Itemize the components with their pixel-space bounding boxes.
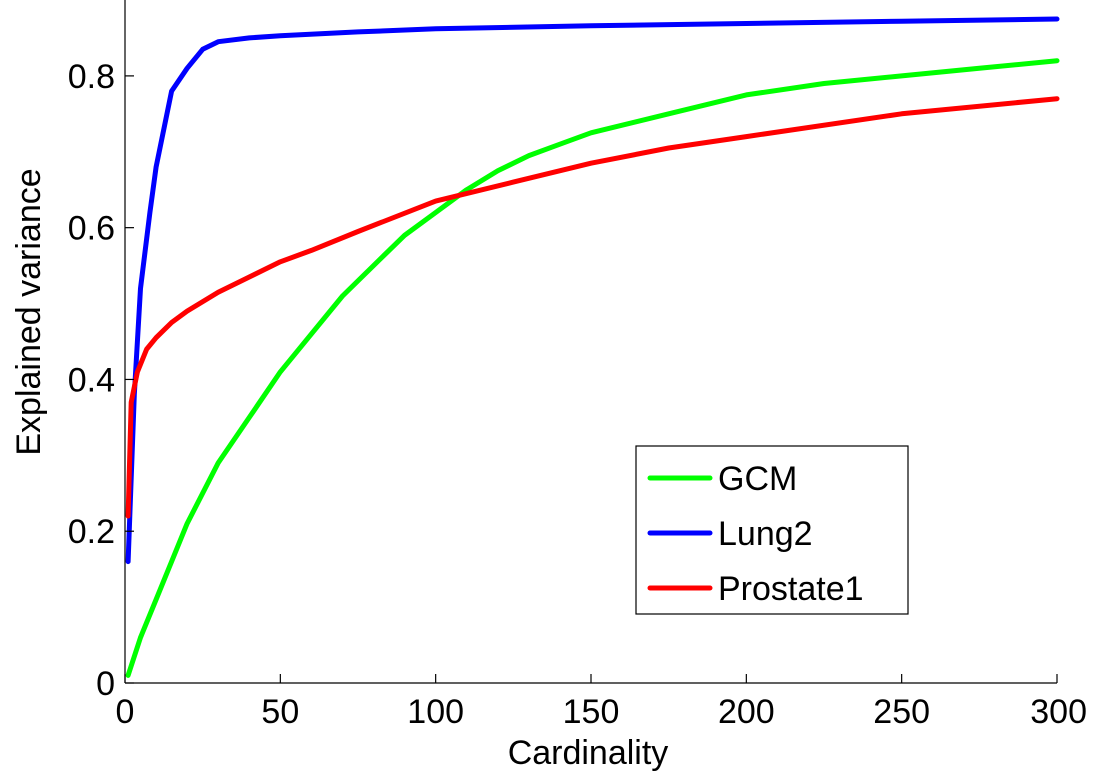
legend-label-gcm: GCM	[718, 460, 797, 498]
series-line-prostate1	[125, 96, 1060, 519]
legend: GCM Lung2 Prostate1	[635, 445, 909, 615]
x-tick-label: 300	[1030, 693, 1087, 731]
x-tick-label: 200	[718, 693, 775, 731]
series-layer	[125, 16, 1060, 678]
x-axis-ticks: 0 50 100 150 200 250 300	[116, 674, 1087, 731]
y-tick-label: 0.2	[68, 513, 115, 551]
plot-area	[125, 0, 1057, 683]
series-line-lung2	[125, 16, 1060, 565]
y-tick-label: 0.8	[68, 58, 115, 96]
legend-label-lung2: Lung2	[718, 515, 813, 553]
x-tick-label: 100	[407, 693, 464, 731]
x-axis-label: Cardinality	[508, 734, 669, 772]
legend-label-prostate1: Prostate1	[718, 570, 864, 608]
x-tick-label: 150	[563, 693, 620, 731]
x-tick-label: 250	[873, 693, 930, 731]
x-tick-label: 50	[261, 693, 299, 731]
y-tick-label: 0.6	[68, 210, 115, 248]
y-axis-label: Explained variance	[10, 168, 48, 455]
y-tick-label: 0	[96, 665, 115, 703]
y-axis-ticks: 0 0.2 0.4 0.6 0.8	[68, 58, 134, 703]
series-line-gcm	[125, 58, 1060, 678]
y-tick-label: 0.4	[68, 361, 115, 399]
x-tick-label: 0	[116, 693, 135, 731]
